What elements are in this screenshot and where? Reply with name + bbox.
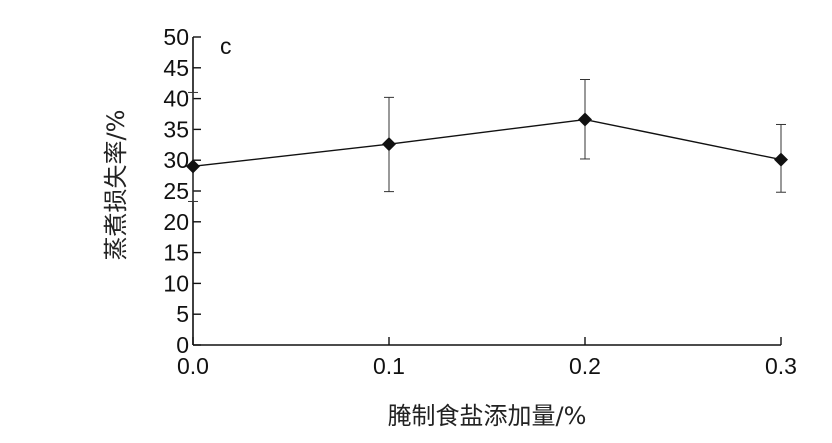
x-tick-label: 0.3 bbox=[765, 353, 797, 379]
data-point bbox=[186, 159, 200, 174]
axes bbox=[192, 37, 781, 346]
y-tick-label: 25 bbox=[163, 178, 189, 204]
data-point bbox=[382, 137, 396, 152]
y-tick-label: 40 bbox=[163, 86, 189, 112]
y-tick-label: 35 bbox=[163, 116, 189, 142]
y-tick-label: 50 bbox=[163, 24, 189, 50]
y-axis-title: 蒸煮损失率/% bbox=[102, 110, 130, 261]
data-point bbox=[578, 112, 592, 127]
x-axis-ticks: 0.0 0.1 0.2 0.3 bbox=[177, 337, 797, 379]
y-tick-label: 5 bbox=[176, 301, 189, 327]
panel-label: c bbox=[220, 33, 232, 59]
x-tick-label: 0.1 bbox=[373, 353, 405, 379]
y-tick-label: 15 bbox=[163, 240, 189, 266]
y-tick-label: 45 bbox=[163, 55, 189, 81]
y-tick-label: 20 bbox=[163, 209, 189, 235]
plot-area bbox=[186, 79, 788, 202]
y-tick-label: 10 bbox=[163, 270, 189, 296]
y-tick-label: 30 bbox=[163, 147, 189, 173]
series-line bbox=[192, 118, 782, 168]
y-axis-ticks: 0 5 10 15 20 25 30 35 40 45 50 bbox=[163, 24, 201, 358]
x-tick-label: 0.2 bbox=[569, 353, 601, 379]
x-tick-label: 0.0 bbox=[177, 353, 209, 379]
data-point bbox=[774, 152, 788, 167]
x-axis-title: 腌制食盐添加量/% bbox=[388, 402, 587, 430]
y-tick-label: 0 bbox=[176, 332, 189, 358]
